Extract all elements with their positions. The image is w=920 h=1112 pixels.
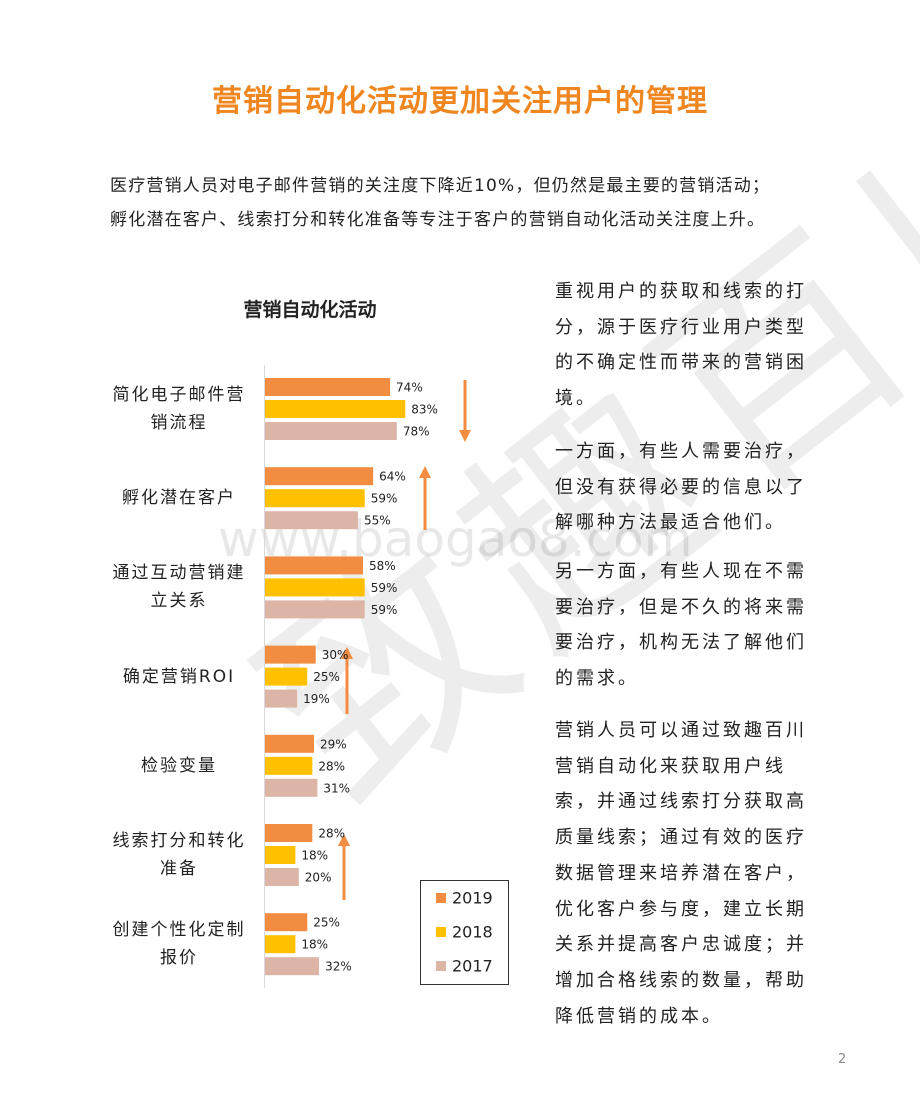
value-label: 30% [322, 648, 349, 662]
value-label: 59% [371, 581, 398, 595]
value-label: 19% [303, 692, 330, 706]
category-label: 检验变量 [141, 755, 217, 776]
value-label: 28% [318, 759, 345, 773]
value-label: 55% [364, 514, 391, 528]
bar [265, 824, 313, 842]
bar [265, 778, 318, 797]
bar [265, 645, 316, 664]
category-label: 孵化潜在客户 [122, 488, 236, 509]
value-label: 59% [371, 492, 398, 506]
bar [265, 600, 365, 619]
trend-arrows [338, 380, 471, 900]
legend-label: 2018 [452, 923, 493, 942]
bar [265, 422, 397, 440]
bar [265, 846, 296, 864]
intro-line: 医疗营销人员对电子邮件营销的关注度下降近10%，但仍然是最主要的营销活动； [110, 176, 771, 196]
bar [265, 511, 358, 530]
value-label: 20% [305, 871, 332, 885]
legend-swatch [436, 927, 446, 937]
category-label: 通过互动营销建立关系 [112, 563, 246, 612]
bar [265, 935, 296, 954]
bar [265, 378, 391, 396]
bar [265, 868, 299, 886]
paragraph: 另一方面，有些人现在不需要治疗，但是不久的将来需要治疗，机构无法了解他们的需求。 [555, 561, 807, 690]
arrow-head [341, 647, 353, 659]
bar [265, 689, 298, 708]
paragraph: 重视用户的获取和线索的打分，源于医疗行业用户类型的不确定性而带来的营销困境。 [555, 281, 807, 410]
value-label: 59% [371, 603, 398, 617]
bar [265, 667, 308, 686]
legend-label: 2019 [452, 889, 493, 908]
chart-title: 营销自动化活动 [243, 299, 377, 321]
legend-swatch [436, 961, 446, 971]
category-label: 简化电子邮件营销流程 [112, 385, 246, 433]
page-number: 2 [838, 1052, 847, 1067]
value-label: 32% [325, 960, 352, 974]
value-label: 18% [301, 849, 328, 863]
bar [265, 578, 365, 597]
legend-label: 2017 [452, 957, 493, 976]
bar [265, 489, 365, 508]
paragraph: 一方面，有些人需要治疗，但没有获得必要的信息以了解哪种方法最适合他们。 [555, 441, 807, 534]
paragraph: 营销人员可以通过致趣百川营销自动化来获取用户线索，并通过线索打分获取高质量线索；… [555, 720, 807, 1027]
bar [265, 756, 313, 775]
category-label: 线索打分和转化准备 [112, 831, 246, 879]
category-label: 创建个性化定制报价 [112, 920, 246, 969]
value-label: 31% [323, 781, 350, 795]
page-title: 营销自动化活动更加关注用户的管理 [212, 84, 708, 119]
bar [265, 957, 320, 976]
intro-line: 孵化潜在客户、线索打分和转化准备等专注于客户的营销自动化活动关注度上升。 [110, 210, 766, 230]
value-label: 58% [369, 559, 396, 573]
bar [265, 467, 374, 486]
value-label: 64% [379, 470, 406, 484]
value-label: 25% [313, 670, 340, 684]
value-label: 29% [320, 737, 347, 751]
value-label: 18% [301, 938, 328, 952]
arrow-head [419, 466, 431, 478]
arrow-head [459, 430, 471, 442]
value-label: 28% [318, 827, 345, 841]
category-label: 确定营销ROI [122, 666, 236, 687]
value-label: 74% [396, 381, 423, 395]
legend-box [420, 880, 509, 985]
value-label: 25% [313, 916, 340, 930]
arrow-head [338, 834, 350, 846]
bar [265, 400, 406, 418]
legend-swatch [436, 893, 446, 903]
bar [265, 913, 308, 932]
bar [265, 556, 364, 575]
value-label: 78% [403, 425, 430, 439]
value-label: 83% [411, 403, 438, 417]
bar [265, 734, 315, 753]
